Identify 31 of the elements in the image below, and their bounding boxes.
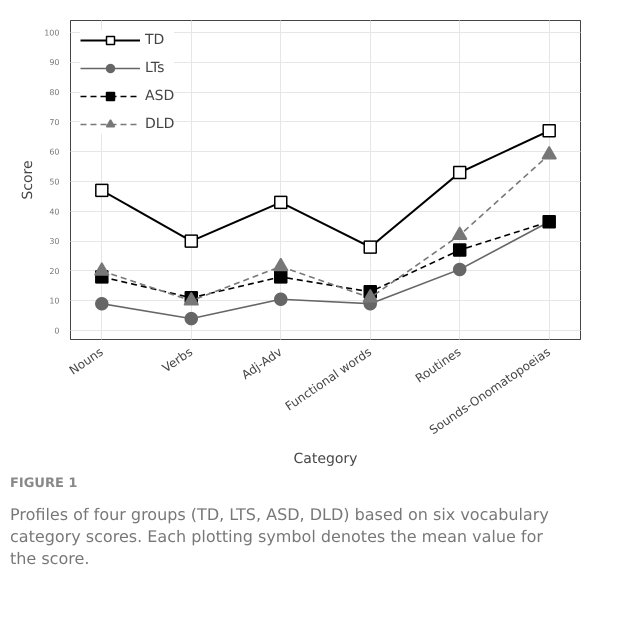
y-tick-label: 20 bbox=[49, 266, 60, 276]
caption: FIGURE 1 bbox=[10, 475, 78, 493]
point bbox=[95, 296, 109, 310]
point bbox=[184, 234, 198, 248]
x-axis-title: Category bbox=[294, 451, 358, 468]
legend-label: ASD bbox=[145, 88, 174, 104]
y-tick-label: 60 bbox=[49, 148, 60, 157]
y-tick-label: 70 bbox=[49, 118, 60, 127]
point bbox=[184, 312, 198, 326]
legend-label: TD bbox=[145, 32, 165, 48]
point bbox=[452, 262, 466, 276]
point bbox=[452, 166, 466, 180]
point bbox=[363, 240, 377, 254]
y-axis-title: Score bbox=[20, 160, 36, 200]
legend-label: LTs bbox=[145, 60, 165, 76]
y-tick-label: 30 bbox=[49, 237, 60, 246]
y-tick-label: 100 bbox=[44, 28, 60, 38]
y-tick-label: 50 bbox=[49, 177, 60, 186]
point bbox=[95, 184, 109, 198]
point bbox=[452, 243, 466, 257]
point bbox=[274, 292, 288, 306]
y-tick-label: 40 bbox=[49, 207, 60, 216]
y-tick-label: 80 bbox=[49, 88, 60, 98]
text: Profiles of four groups (TD, LTS, ASD, DLD) based on six vocabulary category scores. Each plotting symbol denotes the mean value for the score. bbox=[10, 504, 550, 570]
point bbox=[542, 124, 556, 138]
y-tick-label: 90 bbox=[49, 58, 60, 68]
point bbox=[274, 196, 288, 210]
legend-label: DLD bbox=[145, 116, 174, 132]
y-tick-label: 10 bbox=[49, 296, 60, 306]
point bbox=[274, 270, 288, 284]
y-tick-label: 0 bbox=[54, 326, 60, 336]
